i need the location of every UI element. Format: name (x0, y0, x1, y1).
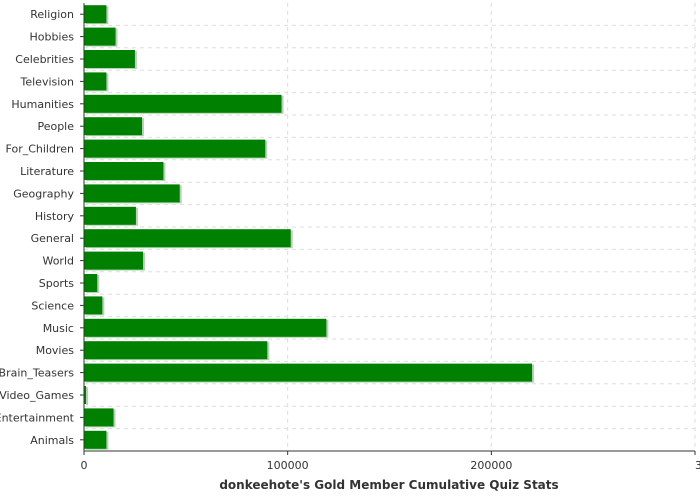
category-label: Music (43, 322, 74, 335)
bar (84, 296, 103, 315)
category-label: Video_Games (0, 389, 74, 402)
bar (84, 139, 266, 158)
category-label: General (31, 232, 74, 245)
bar-shadow (86, 387, 89, 405)
bar (84, 386, 87, 404)
bar (84, 94, 282, 113)
bar (84, 341, 268, 360)
x-tick-label: 0 (81, 459, 88, 472)
bar (84, 206, 136, 225)
category-label: For_Children (6, 143, 74, 156)
bar (84, 229, 291, 248)
category-label: Geography (13, 187, 74, 200)
category-label: Brain_Teasers (0, 367, 74, 380)
category-label: Religion (30, 8, 74, 21)
x-tick-labels: 0 100000 200000 300000 (81, 451, 700, 472)
category-label: Celebrities (15, 53, 74, 66)
category-label: Humanities (11, 98, 74, 111)
category-label: Television (20, 75, 75, 88)
bar (84, 5, 107, 24)
category-label: World (42, 255, 74, 268)
bar (84, 50, 135, 68)
grid-lines (84, 3, 696, 451)
category-label: Sports (39, 277, 75, 290)
bar (84, 184, 180, 203)
x-tick-label: 200000 (470, 459, 512, 472)
x-tick-label: 100000 (267, 459, 309, 472)
bar (84, 117, 143, 136)
bar (84, 318, 327, 337)
category-label: Movies (36, 344, 75, 357)
bar (84, 274, 98, 292)
category-label: Hobbies (29, 31, 74, 44)
bar (84, 408, 114, 427)
bars-group (84, 5, 535, 450)
category-label: People (37, 120, 74, 133)
bar (84, 251, 144, 270)
bar (84, 430, 107, 449)
category-label: Entertainment (0, 411, 75, 424)
category-label: History (35, 210, 75, 223)
x-axis-title: donkeehote's Gold Member Cumulative Quiz… (219, 478, 558, 492)
bar (84, 72, 107, 91)
bar (84, 162, 164, 180)
bar (84, 27, 116, 46)
category-label: Literature (20, 165, 74, 178)
category-labels: Religion Hobbies Celebrities Television Huma… (0, 8, 84, 447)
bar (84, 363, 533, 382)
category-label: Animals (30, 434, 74, 447)
category-label: Science (31, 299, 74, 312)
x-tick-label: 300000 (695, 459, 700, 472)
